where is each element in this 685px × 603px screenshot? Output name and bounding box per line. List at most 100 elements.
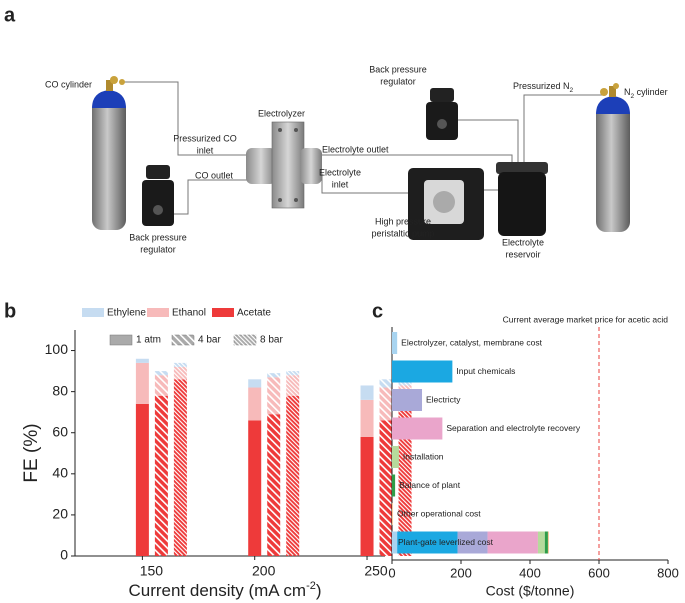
cylinder-body xyxy=(92,98,126,230)
diagram-label: CO cylinder xyxy=(45,79,92,89)
diagram-label: reservoir xyxy=(505,249,540,259)
legend-swatch xyxy=(147,308,169,317)
legend-swatch xyxy=(109,334,133,346)
regulator-top xyxy=(146,165,170,179)
n2-cylinder xyxy=(596,83,630,232)
label-part: 2 xyxy=(631,93,635,100)
bar-label: Other operational cost xyxy=(397,508,481,518)
bolt xyxy=(278,128,282,132)
bar-label: Electrolyzer, catalyst, membrane cost xyxy=(401,337,542,347)
bar-segment xyxy=(135,362,149,404)
diagram-label: inlet xyxy=(197,145,214,155)
bar-segment xyxy=(154,395,168,556)
bar-segment xyxy=(379,379,393,388)
bar xyxy=(392,389,423,411)
diagram-label: Electrolyzer xyxy=(258,108,305,118)
bar xyxy=(392,332,398,354)
bar xyxy=(392,417,443,440)
valve xyxy=(609,86,616,97)
bar-segment xyxy=(248,387,262,421)
bar-segment xyxy=(267,377,281,415)
total-label: Plant-gate leverlized cost xyxy=(398,537,494,547)
reservoir xyxy=(496,162,548,236)
electrolyzer xyxy=(246,121,322,209)
regulator-body xyxy=(142,180,174,226)
x-tick-label: 150 xyxy=(140,563,164,579)
x-tick-label: 200 xyxy=(252,563,276,579)
plate xyxy=(271,121,305,209)
cylinder-cap xyxy=(596,96,630,114)
bar-segment xyxy=(286,395,300,556)
bolt xyxy=(278,198,282,202)
y-tick-label: 40 xyxy=(52,465,68,481)
stacked-segment xyxy=(537,531,545,554)
x-tick-label: 200 xyxy=(450,565,472,580)
bar xyxy=(392,503,394,525)
y-axis-label: FE (%) xyxy=(21,423,42,482)
y-tick-label: 80 xyxy=(52,382,68,398)
label-part: Current density (mA cm xyxy=(128,581,306,600)
stacked-segment xyxy=(487,531,538,554)
y-tick-label: 20 xyxy=(52,506,68,522)
legend-label: Ethylene xyxy=(107,308,146,319)
cylinder-body xyxy=(596,104,630,232)
pipe xyxy=(458,119,519,166)
bar-segment xyxy=(360,436,374,556)
reservoir-lid xyxy=(496,162,548,174)
bar-segment xyxy=(379,420,393,556)
diagram-label: inlet xyxy=(332,179,349,189)
panel-label: c xyxy=(372,300,383,322)
diagram-label: Back pressure xyxy=(369,64,427,74)
valve-knob xyxy=(119,79,125,85)
x-axis-label: Current density (mA cm-2) xyxy=(128,580,321,601)
diagram-label: Electrolyte xyxy=(502,237,544,247)
diagram-label: CO outlet xyxy=(195,170,234,180)
stacked-segment xyxy=(544,531,548,554)
regulator xyxy=(426,88,458,140)
fitting xyxy=(246,148,276,184)
y-tick-label: 60 xyxy=(52,423,68,439)
diagram-label: regulator xyxy=(380,76,416,86)
bar-segment xyxy=(154,371,168,376)
bar-segment xyxy=(267,414,281,556)
legend-label: 8 bar xyxy=(260,335,283,346)
bar-segment xyxy=(267,373,281,378)
x-tick-label: 600 xyxy=(588,565,610,580)
label-part: N xyxy=(624,87,631,97)
regulator xyxy=(142,165,174,226)
stacked-segment xyxy=(457,531,488,554)
bar xyxy=(392,446,399,468)
bar-segment xyxy=(360,385,374,400)
diagram-label: regulator xyxy=(140,244,176,254)
bar-segment xyxy=(248,379,262,388)
pipe xyxy=(312,154,513,166)
bar xyxy=(392,360,453,383)
x-tick-label: 0 xyxy=(388,565,395,580)
bar-segment xyxy=(173,366,187,380)
label-part: cylinder xyxy=(634,87,668,97)
co-cylinder xyxy=(92,76,126,230)
regulator-top xyxy=(430,88,454,102)
bar-segment xyxy=(154,375,168,396)
diagram-label: Electrolyte outlet xyxy=(322,144,389,154)
cylinder-cap xyxy=(92,90,126,108)
bar-label: Installation xyxy=(403,451,444,461)
valve xyxy=(106,80,113,91)
legend-swatch xyxy=(212,308,234,317)
diagram-label: N2 cylinder xyxy=(624,87,668,99)
valve-knob xyxy=(613,83,619,89)
diagram-label: High pressure xyxy=(375,216,431,226)
diagram-label: Pressurized CO xyxy=(173,133,237,143)
x-tick-label: 400 xyxy=(519,565,541,580)
bar-label: Separation and electrolyte recovery xyxy=(446,423,580,433)
x-tick-label: 800 xyxy=(657,565,679,580)
diagram-label: peristaltic pump xyxy=(371,228,434,238)
regulator-port xyxy=(153,205,163,215)
panel-label: b xyxy=(4,300,16,322)
bolt xyxy=(294,128,298,132)
bar-segment xyxy=(360,399,374,437)
bar-label: Balance of plant xyxy=(399,480,461,490)
label-part: 2 xyxy=(570,87,574,94)
